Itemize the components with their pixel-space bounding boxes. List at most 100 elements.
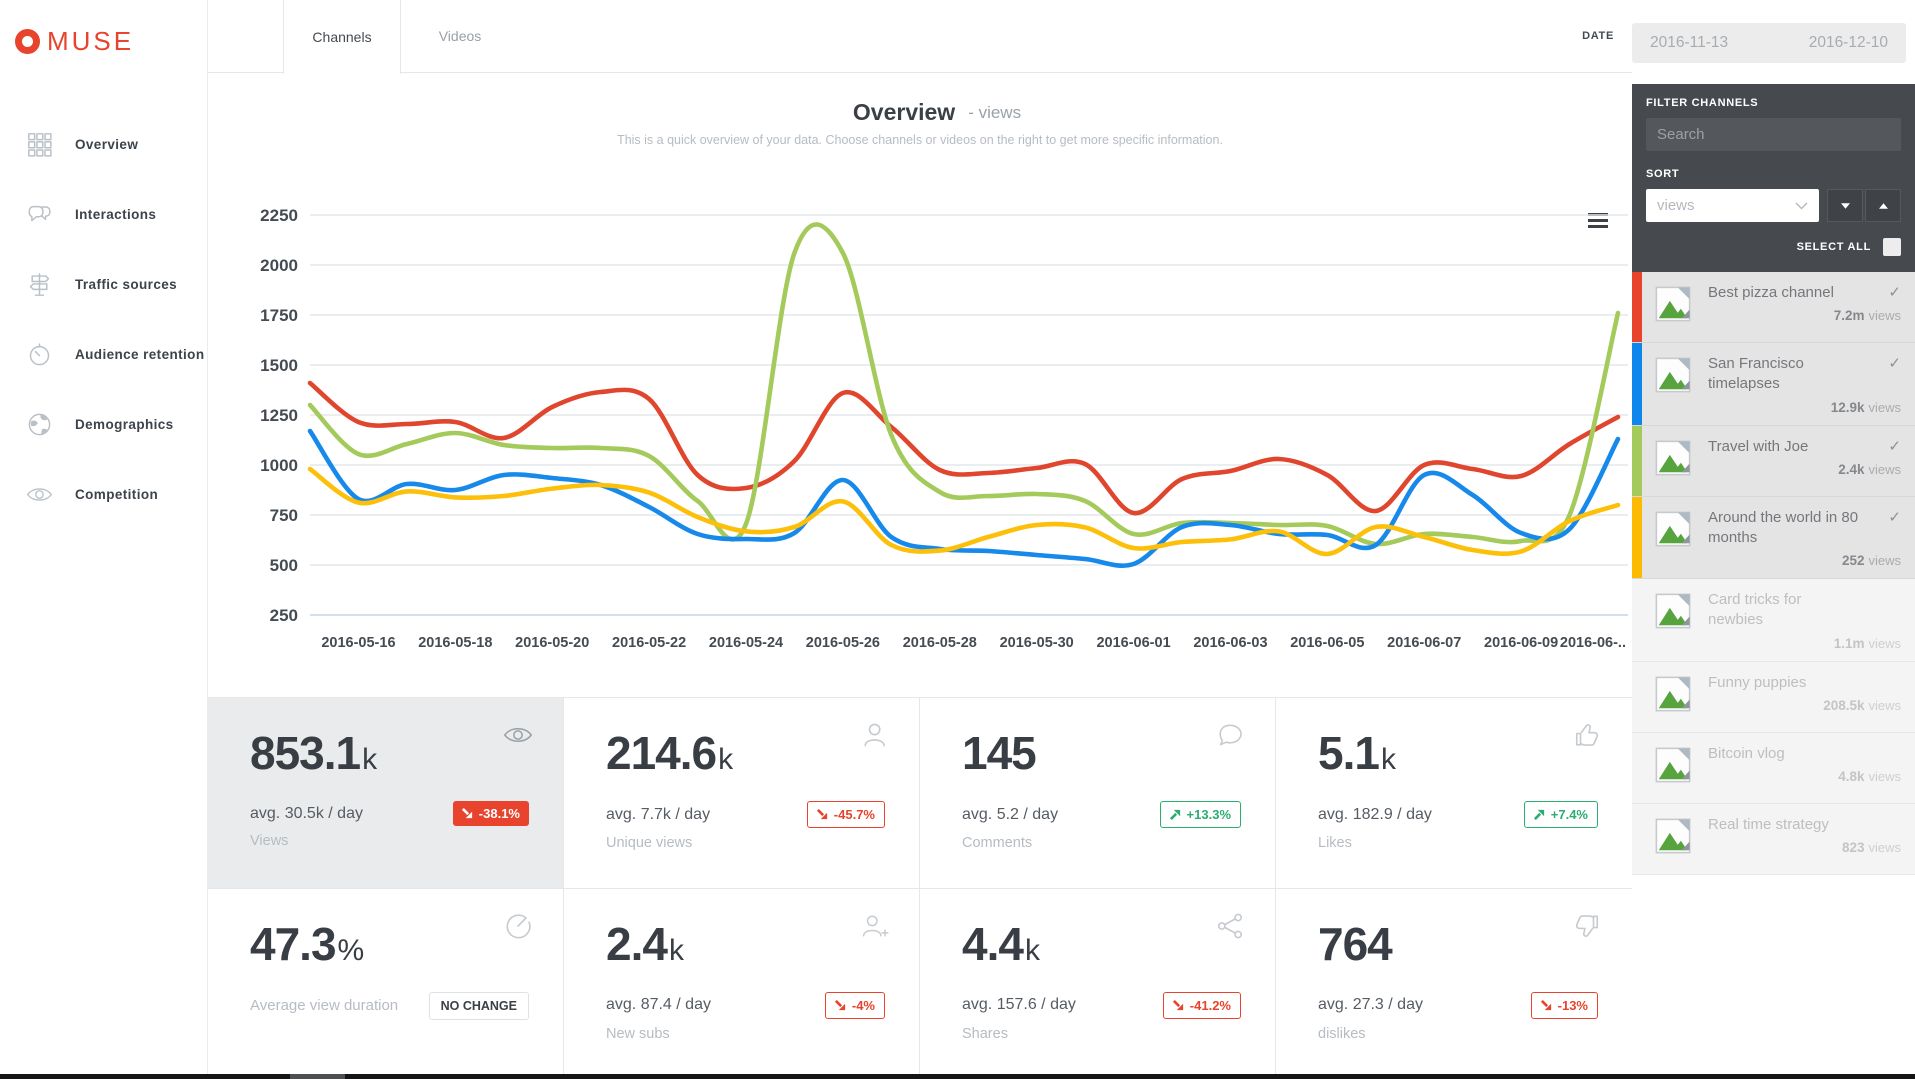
channel-name: Best pizza channel	[1708, 284, 1834, 301]
change-badge: -45.7%	[806, 801, 885, 828]
channel-views: 252 views	[1841, 553, 1901, 568]
date-label: DATE	[1582, 30, 1614, 42]
stat-card-comments[interactable]: 145 avg. 5.2 / day +13.3% Comments	[920, 698, 1276, 889]
triangle-up-icon	[1878, 202, 1888, 209]
svg-text:2016-06-..: 2016-06-..	[1560, 635, 1626, 651]
check-icon: ✓	[1888, 355, 1901, 372]
stat-card-shares[interactable]: 4.4k avg. 157.6 / day -41.2% Shares	[920, 888, 1276, 1079]
triangle-down-icon	[1840, 202, 1850, 209]
channel-item-real-time-strategy[interactable]: Real time strategy 823 views	[1632, 803, 1915, 875]
channel-views: 823 views	[1841, 839, 1901, 855]
eye-icon	[26, 481, 53, 508]
channel-name: San Francisco timelapses	[1708, 355, 1804, 393]
series-best-pizza-channel	[307, 380, 1621, 516]
date-start-input[interactable]: 2016-11-13	[1650, 34, 1729, 51]
check-icon: ✓	[1888, 284, 1901, 301]
tab-videos[interactable]: Videos	[438, 28, 482, 44]
svg-text:2016-06-09: 2016-06-09	[1484, 635, 1558, 651]
channel-views: 1.1m views	[1833, 635, 1901, 651]
svg-text:2016-06-01: 2016-06-01	[1096, 635, 1170, 651]
search-input[interactable]	[1646, 118, 1901, 151]
svg-text:2016-05-24: 2016-05-24	[709, 635, 783, 651]
scrollbar-thumb[interactable]	[290, 1074, 345, 1079]
sidebar-item-competition[interactable]: Competition	[0, 459, 207, 529]
sidebar-item-traffic-sources[interactable]: Traffic sources	[0, 249, 207, 319]
brand-logo[interactable]: MUSE	[0, 0, 207, 57]
stat-card-views[interactable]: 853.1k avg. 30.5k / day -38.1% Views	[208, 698, 564, 889]
svg-text:250: 250	[270, 606, 298, 625]
chevron-down-icon	[1795, 202, 1808, 209]
svg-text:2016-06-05: 2016-06-05	[1290, 635, 1364, 651]
trend-down-icon	[834, 999, 845, 1010]
main-content: Channels Videos DATE Overview - views Th…	[208, 0, 1632, 1079]
sort-ascending-button[interactable]	[1865, 189, 1901, 222]
channel-thumbnail-icon	[1654, 439, 1692, 477]
channel-name: Bitcoin vlog	[1708, 744, 1785, 762]
stat-card-average-view-duration[interactable]: 47.3% Average view duration NO CHANGE	[208, 888, 564, 1079]
stat-value: 853.1k	[250, 727, 378, 779]
chart-description: This is a quick overview of your data. C…	[617, 133, 1223, 147]
stat-value: 145	[962, 727, 1037, 779]
stat-card-dislikes[interactable]: 764 avg. 27.3 / day -13% dislikes	[1276, 888, 1632, 1079]
trend-down-icon	[461, 808, 472, 819]
svg-text:2250: 2250	[260, 206, 298, 225]
user-plus-icon	[859, 911, 889, 941]
share-icon	[1215, 911, 1245, 941]
stat-card-unique-views[interactable]: 214.6k avg. 7.7k / day -45.7% Unique view…	[564, 698, 920, 889]
channel-item-around-the-world-in-80-months[interactable]: Around the world in 80 months ✓ 252 views	[1632, 496, 1915, 579]
svg-text:2016-05-18: 2016-05-18	[418, 635, 492, 651]
change-badge: +7.4%	[1523, 801, 1598, 828]
chart-metric-label: - views	[968, 102, 1022, 122]
sidebar-item-audience-retention[interactable]: Audience retention	[0, 319, 207, 389]
comment-icon	[1215, 720, 1245, 750]
timer-icon	[26, 341, 53, 368]
date-end-input[interactable]: 2016-12-10	[1808, 34, 1888, 51]
channel-item-san-francisco-timelapses[interactable]: San Francisco timelapses ✓ 12.9k views	[1632, 343, 1915, 426]
sort-descending-button[interactable]	[1827, 189, 1863, 222]
stat-average: avg. 27.3 / day	[1318, 996, 1423, 1013]
channel-color-bar	[1632, 496, 1642, 578]
sidebar-item-demographics[interactable]: Demographics	[0, 389, 207, 459]
sort-value: views	[1657, 197, 1695, 214]
sidebar-item-label: Demographics	[75, 416, 174, 432]
stat-card-likes[interactable]: 5.1k avg. 182.9 / day +7.4% Likes	[1276, 698, 1632, 889]
channel-views: 12.9k views	[1830, 399, 1901, 415]
channel-views: 208.5k views	[1823, 697, 1901, 713]
stat-average: avg. 5.2 / day	[962, 805, 1059, 823]
sidebar-item-overview[interactable]: Overview	[0, 109, 207, 179]
channel-item-travel-with-joe[interactable]: Travel with Joe ✓ 2.4k views	[1632, 425, 1915, 497]
channel-item-card-tricks-for-newbies[interactable]: Card tricks for newbies 1.1m views	[1632, 579, 1915, 662]
sidebar-item-interactions[interactable]: Interactions	[0, 179, 207, 249]
thumb-up-icon	[1572, 720, 1602, 750]
grid-icon	[26, 131, 53, 158]
channel-color-bar	[1632, 272, 1642, 342]
channel-item-bitcoin-vlog[interactable]: Bitcoin vlog 4.8k views	[1632, 732, 1915, 804]
channel-name: Real time strategy	[1708, 815, 1829, 833]
sort-dropdown[interactable]: views	[1646, 189, 1819, 222]
svg-text:2016-05-16: 2016-05-16	[321, 635, 395, 651]
tab-channels[interactable]: Channels	[283, 0, 401, 74]
channel-item-best-pizza-channel[interactable]: Best pizza channel ✓ 7.2m views	[1632, 272, 1915, 343]
channel-thumbnail-icon	[1654, 746, 1692, 784]
stat-value: 2.4k	[606, 917, 684, 970]
channel-color-bar	[1632, 425, 1642, 496]
stat-metric-label: Likes	[1318, 835, 1352, 851]
date-range-picker[interactable]: 2016-11-13 2016-12-10	[1632, 23, 1906, 63]
channel-name: Card tricks for newbies	[1708, 591, 1802, 629]
horizontal-scrollbar[interactable]	[0, 1074, 1915, 1079]
channel-item-funny-puppies[interactable]: Funny puppies 208.5k views	[1632, 661, 1915, 733]
stat-card-new-subs[interactable]: 2.4k avg. 87.4 / day -4% New subs	[564, 888, 920, 1079]
sidebar-item-label: Audience retention	[75, 346, 205, 362]
tabs: Channels Videos	[283, 0, 519, 74]
select-all-checkbox[interactable]	[1883, 238, 1901, 256]
stat-average: avg. 30.5k / day	[250, 804, 363, 822]
channel-views: 2.4k views	[1838, 461, 1901, 477]
channel-thumbnail-icon	[1654, 285, 1692, 323]
change-badge: -4%	[824, 991, 885, 1019]
chat-icon	[26, 201, 53, 228]
sidebar: MUSE Overview Interactions Traffic sourc…	[0, 0, 208, 1079]
series-san-francisco-timelapses	[307, 428, 1621, 568]
sidebar-item-label: Interactions	[75, 206, 157, 222]
channel-thumbnail-icon	[1654, 356, 1692, 394]
channel-thumbnail-icon	[1654, 675, 1692, 713]
